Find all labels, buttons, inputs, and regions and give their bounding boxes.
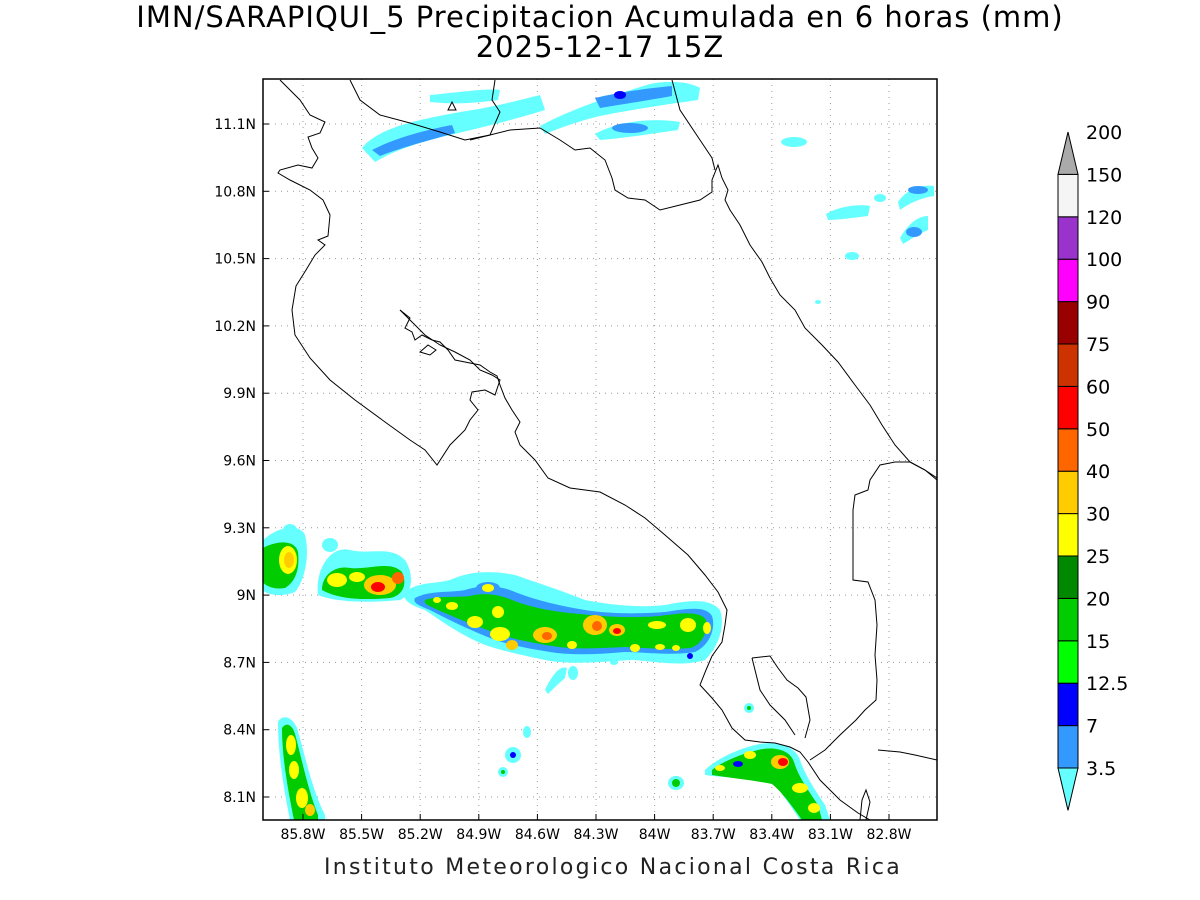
colorbar-segment <box>1057 725 1079 769</box>
colorbar-segment <box>1057 682 1079 727</box>
plot-frame <box>262 78 938 821</box>
lon-tick-label: 83.1W <box>808 827 853 843</box>
colorbar-segment <box>1057 597 1079 642</box>
title-line-1: IMN/SARAPIQUI_5 Precipitacion Acumulada … <box>136 0 1064 34</box>
lon-tick-label: 84W <box>639 827 671 843</box>
colorbar-label: 3.5 <box>1086 758 1116 780</box>
colorbar-segment <box>1057 343 1079 387</box>
lat-tick-label: 10.2N <box>214 319 256 335</box>
colorbar-label: 120 <box>1086 207 1122 229</box>
colorbar-label: 50 <box>1086 419 1110 441</box>
map-title: IMN/SARAPIQUI_5 Precipitacion Acumulada … <box>0 2 1200 62</box>
lat-tick-label: 8.1N <box>223 790 256 806</box>
colorbar-label: 100 <box>1086 249 1122 271</box>
colorbar-label: 40 <box>1086 461 1110 483</box>
colorbar-segment <box>1057 640 1079 684</box>
colorbar-label: 25 <box>1086 546 1110 568</box>
longitude-axis: 85.8W 85.5W 85.2W 84.9W 84.6W 84.3W 84W 83.7W 83… <box>280 814 912 843</box>
colorbar-label: 20 <box>1086 588 1110 610</box>
lat-tick-label: 11.1N <box>214 117 256 133</box>
colorbar-label: 7 <box>1086 716 1098 738</box>
colorbar-segment <box>1057 258 1079 303</box>
lon-tick-label: 85.8W <box>280 827 325 843</box>
colorbar-segment <box>1057 767 1079 811</box>
footer-credit: Instituto Meteorologico Nacional Costa R… <box>323 855 903 880</box>
rain-cluster-southeast <box>498 703 830 820</box>
lat-tick-label: 9.6N <box>223 454 256 470</box>
colorbar-segment <box>1057 470 1079 515</box>
lat-tick-label: 9.9N <box>223 386 256 402</box>
colorbar-label: 150 <box>1086 164 1122 186</box>
lon-tick-label: 84.6W <box>515 827 560 843</box>
colorbar-label: 30 <box>1086 504 1110 526</box>
lat-tick-label: 8.7N <box>223 655 256 671</box>
lon-tick-label: 83.7W <box>691 827 736 843</box>
map-grid <box>263 79 937 820</box>
lon-tick-label: 84.3W <box>573 827 618 843</box>
lat-tick-label: 10.8N <box>214 184 256 200</box>
lon-tick-label: 85.2W <box>398 827 443 843</box>
colorbar-segment <box>1057 385 1079 430</box>
colorbar: 3.5 7 12.5 15 20 25 30 40 50 60 75 90 100 120 150 200 <box>1057 122 1128 811</box>
colorbar-label: 200 <box>1086 122 1122 144</box>
colorbar-segment <box>1057 428 1079 472</box>
title-line-2: 2025-12-17 15Z <box>475 30 725 64</box>
colorbar-label: 60 <box>1086 376 1110 398</box>
lon-tick-label: 84.9W <box>456 827 501 843</box>
colorbar-label: 12.5 <box>1086 673 1128 695</box>
colorbar-segment <box>1057 131 1079 175</box>
lat-tick-label: 9.3N <box>223 521 256 537</box>
colorbar-segment <box>1057 173 1079 218</box>
rain-cluster-southwest <box>278 717 325 820</box>
lon-tick-label: 85.5W <box>339 827 384 843</box>
colorbar-label: 15 <box>1086 631 1110 653</box>
colorbar-segment <box>1057 301 1079 345</box>
precipitation-field <box>263 81 934 820</box>
lon-tick-label: 82.8W <box>866 827 911 843</box>
colorbar-segment <box>1057 513 1079 557</box>
rain-cluster-north <box>362 81 934 304</box>
colorbar-label: 90 <box>1086 292 1110 314</box>
colorbar-segment <box>1057 216 1079 260</box>
lat-tick-label: 9N <box>237 588 256 604</box>
rain-band-central <box>263 524 722 694</box>
coastlines <box>277 79 937 820</box>
lon-tick-label: 83.4W <box>749 827 794 843</box>
colorbar-segment <box>1057 555 1079 599</box>
lat-tick-label: 8.4N <box>223 723 256 739</box>
lat-tick-label: 10.5N <box>214 252 256 268</box>
colorbar-label: 75 <box>1086 334 1110 356</box>
latitude-axis: 11.1N 10.8N 10.5N 10.2N 9.9N 9.6N 9.3N 9N 8.7N 8.… <box>214 117 269 806</box>
